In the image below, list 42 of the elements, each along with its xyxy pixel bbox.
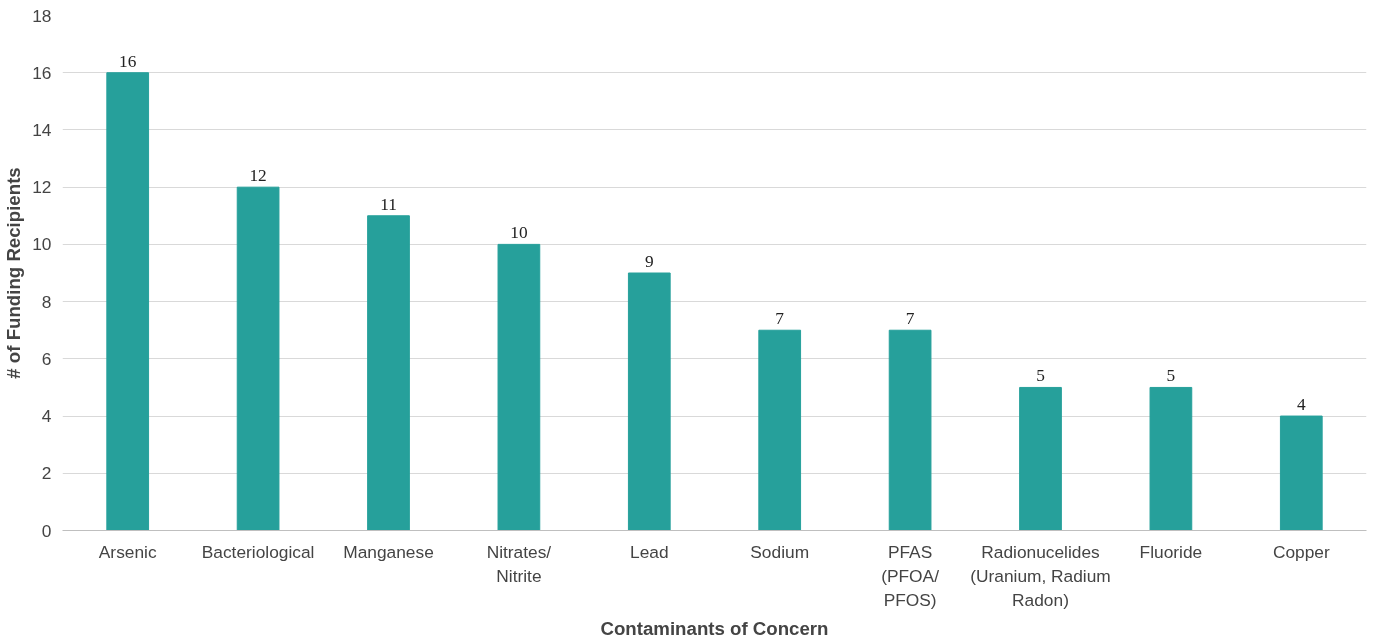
x-tick-label: Radionucelides (Uranium, Radium Radon)	[970, 541, 1111, 610]
x-tick-label: Manganese	[343, 541, 434, 562]
bar	[236, 186, 280, 531]
data-label: 9	[644, 252, 654, 271]
bar	[627, 272, 671, 531]
x-tick-label: Bacteriological	[201, 541, 315, 562]
x-axis-title: Contaminants of Concern	[600, 617, 829, 639]
y-tick-label: 14	[32, 119, 52, 140]
y-tick-label: 2	[41, 463, 52, 484]
y-tick-label: 18	[32, 5, 52, 26]
bar	[1279, 415, 1323, 531]
bar	[1149, 386, 1193, 531]
data-label: 7	[775, 309, 785, 329]
x-tick-label: Arsenic	[98, 541, 157, 562]
y-axis-title: # of Funding Recipients	[3, 167, 25, 379]
y-tick-label: 16	[32, 62, 52, 83]
y-tick-label: 6	[41, 348, 52, 369]
x-tick-label: Fluoride	[1139, 541, 1203, 562]
x-tick-label: PFAS (PFOA/ PFOS)	[881, 541, 940, 610]
bar	[758, 329, 802, 531]
x-tick-label: Nitrates/ Nitrite	[486, 541, 552, 586]
bar	[888, 329, 932, 531]
bar	[106, 72, 150, 531]
bar	[1019, 386, 1062, 531]
y-tick-label: 12	[32, 177, 52, 198]
bar	[367, 215, 410, 531]
y-tick-label: 8	[41, 291, 52, 312]
x-tick-label: Sodium	[750, 541, 810, 562]
data-label: 7	[905, 309, 915, 329]
x-tick-label: Copper	[1272, 541, 1330, 562]
data-label: 11	[380, 194, 397, 214]
data-label: 5	[1036, 366, 1045, 386]
y-tick-label: 0	[41, 520, 52, 541]
y-tick-label: 10	[32, 234, 52, 255]
data-label: 16	[119, 51, 137, 71]
y-tick-label: 4	[41, 406, 52, 427]
x-tick-label: Lead	[630, 541, 669, 562]
bar	[497, 243, 541, 531]
data-label: 10	[510, 223, 528, 243]
data-label: 5	[1166, 366, 1176, 386]
data-label: 4	[1296, 395, 1306, 415]
data-label: 12	[249, 166, 267, 186]
